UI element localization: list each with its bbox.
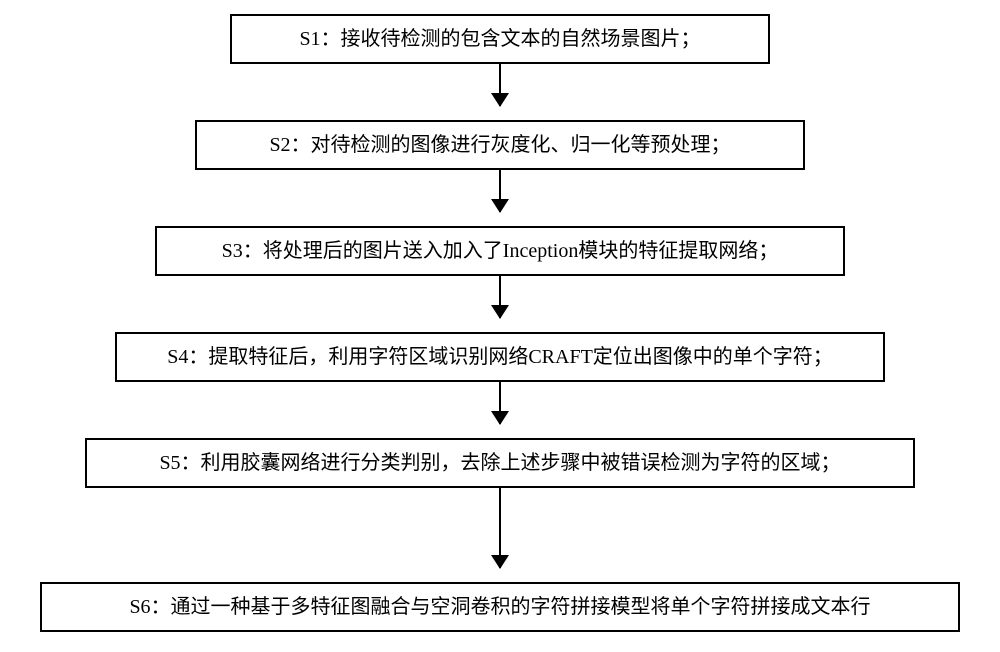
arrow-s5-s6: [499, 488, 501, 568]
arrow-s3-s4: [499, 276, 501, 318]
arrow-s2-s3: [499, 170, 501, 212]
arrow-s4-s5: [499, 382, 501, 424]
arrow-s1-s2: [499, 64, 501, 106]
step-label: S2：对待检测的图像进行灰度化、归一化等预处理；: [269, 131, 730, 159]
step-box-s4: S4：提取特征后，利用字符区域识别网络CRAFT定位出图像中的单个字符；: [115, 332, 885, 382]
flowchart-canvas: S1：接收待检测的包含文本的自然场景图片； S2：对待检测的图像进行灰度化、归一…: [0, 0, 1000, 652]
step-box-s2: S2：对待检测的图像进行灰度化、归一化等预处理；: [195, 120, 805, 170]
step-label: S6：通过一种基于多特征图融合与空洞卷积的字符拼接模型将单个字符拼接成文本行: [129, 593, 870, 621]
step-label: S5：利用胶囊网络进行分类判别，去除上述步骤中被错误检测为字符的区域；: [159, 449, 840, 477]
step-box-s1: S1：接收待检测的包含文本的自然场景图片；: [230, 14, 770, 64]
step-label: S1：接收待检测的包含文本的自然场景图片；: [299, 25, 700, 53]
step-box-s3: S3：将处理后的图片送入加入了Inception模块的特征提取网络；: [155, 226, 845, 276]
step-label: S3：将处理后的图片送入加入了Inception模块的特征提取网络；: [222, 237, 779, 265]
step-box-s5: S5：利用胶囊网络进行分类判别，去除上述步骤中被错误检测为字符的区域；: [85, 438, 915, 488]
step-box-s6: S6：通过一种基于多特征图融合与空洞卷积的字符拼接模型将单个字符拼接成文本行: [40, 582, 960, 632]
step-label: S4：提取特征后，利用字符区域识别网络CRAFT定位出图像中的单个字符；: [167, 343, 833, 371]
